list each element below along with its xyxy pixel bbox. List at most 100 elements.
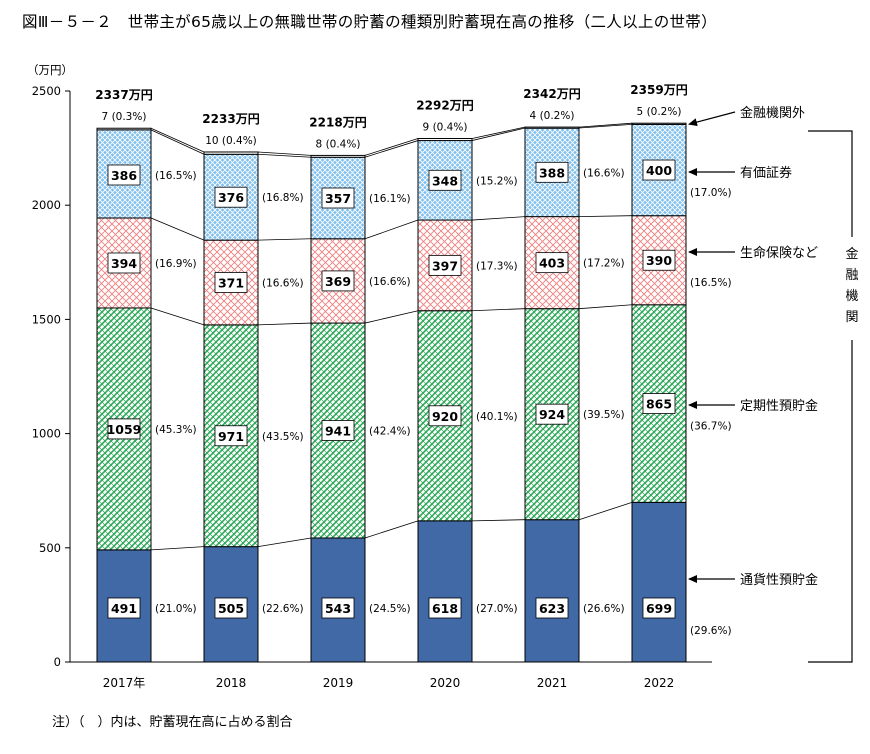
connector-line <box>364 310 419 324</box>
value-label: 865 <box>646 397 672 412</box>
legend-label: 定期性預貯金 <box>740 398 818 414</box>
share-label: (16.5%) <box>155 170 197 182</box>
value-label: 403 <box>539 256 565 271</box>
value-label: 376 <box>218 190 244 205</box>
connector-line <box>471 519 526 522</box>
connector-lines <box>150 122 633 551</box>
chart-title: 図Ⅲ－５－２ 世帯主が65歳以上の無職世帯の貯蓄の種類別貯蓄現在高の推移（二人以… <box>22 13 717 31</box>
bracket-label-char: 機 <box>845 289 858 304</box>
share-label: (17.2%) <box>583 258 625 270</box>
share-label: (43.5%) <box>262 431 304 443</box>
x-tick-label: 2017年 <box>103 676 146 690</box>
share-label: (45.3%) <box>155 424 197 436</box>
share-label: (40.1%) <box>476 411 518 423</box>
connector-line <box>150 217 205 241</box>
connector-line <box>150 129 205 155</box>
value-label: 369 <box>325 274 351 289</box>
y-tick-label: 2500 <box>32 84 61 98</box>
connector-line <box>471 216 526 221</box>
bar-segment <box>524 519 580 663</box>
value-label-box <box>214 272 248 293</box>
x-tick-label: 2022 <box>644 676 675 690</box>
y-axis-title: （万円） <box>27 63 73 77</box>
value-label: 491 <box>111 601 137 616</box>
value-label-box <box>214 425 248 447</box>
value-label-box <box>107 418 141 440</box>
connector-line <box>257 153 312 158</box>
bar-segment <box>417 520 473 663</box>
value-label: 357 <box>325 191 351 206</box>
outside-label: 9 (0.4%) <box>423 122 468 134</box>
value-label-box <box>321 270 355 292</box>
value-label: 371 <box>218 276 244 291</box>
x-tick-label: 2018 <box>216 676 247 690</box>
connector-line <box>578 215 633 218</box>
share-label: (36.7%) <box>690 421 732 433</box>
value-label: 400 <box>646 163 672 178</box>
legend-label: 有価証券 <box>740 165 792 181</box>
value-label-box <box>214 186 248 208</box>
value-label: 699 <box>646 601 672 616</box>
value-label-box <box>428 169 462 191</box>
total-label: 2342万円 <box>523 87 580 101</box>
share-label: (27.0%) <box>476 603 518 615</box>
value-label: 348 <box>432 173 458 188</box>
share-label: (24.5%) <box>369 603 411 615</box>
bracket-label-char: 関 <box>845 310 858 325</box>
connector-line <box>471 308 526 312</box>
outside-label: 7 (0.3%) <box>102 111 147 123</box>
total-label: 2292万円 <box>416 99 473 113</box>
value-label-box <box>535 597 569 619</box>
value-label-box <box>107 597 141 619</box>
total-label: 2218万円 <box>309 115 366 129</box>
y-tick-label: 1500 <box>32 312 61 326</box>
share-label: (17.0%) <box>690 187 732 199</box>
y-tick-label: 1000 <box>32 427 61 441</box>
value-label-box <box>107 164 141 186</box>
value-label-box <box>321 597 355 619</box>
value-label-box <box>642 249 676 271</box>
connector-line <box>578 501 633 521</box>
share-label: (16.6%) <box>583 167 625 179</box>
chart-note: 注）（ ）内は、貯蓄現在高に占める割合 <box>52 715 293 730</box>
share-label: (16.1%) <box>369 193 411 205</box>
connector-line <box>257 238 312 241</box>
bar-segment <box>417 138 473 142</box>
value-label: 623 <box>539 601 565 616</box>
x-tick-label: 2021 <box>537 676 568 690</box>
bar-segment <box>203 151 259 155</box>
value-label-box <box>535 403 569 425</box>
value-label: 397 <box>432 258 458 273</box>
share-label: (16.8%) <box>262 192 304 204</box>
bar-segment <box>417 140 473 221</box>
value-label-box <box>642 597 676 619</box>
value-label: 971 <box>218 429 244 444</box>
outside-label: 10 (0.4%) <box>205 135 257 147</box>
connector-line <box>257 537 312 548</box>
x-tick-label: 2019 <box>323 676 354 690</box>
legend-label: 通貨性預貯金 <box>740 572 818 588</box>
y-tick-label: 0 <box>54 655 61 669</box>
value-label-box <box>535 252 569 274</box>
value-label: 394 <box>111 256 137 271</box>
value-label-box <box>535 161 569 183</box>
share-label: (22.6%) <box>262 603 304 615</box>
bar-segment <box>96 127 152 131</box>
outside-label: 8 (0.4%) <box>316 138 361 150</box>
legend-label: 生命保険など <box>740 245 818 261</box>
value-label-box <box>321 420 355 441</box>
connector-line <box>471 127 526 141</box>
share-label: (16.6%) <box>262 278 304 290</box>
outside-label: 4 (0.2%) <box>530 110 575 122</box>
share-label: (15.2%) <box>476 175 518 187</box>
value-label-box <box>214 597 248 619</box>
connector-line <box>364 140 419 158</box>
value-label: 618 <box>432 601 458 616</box>
value-label: 543 <box>325 601 351 616</box>
share-label: (39.5%) <box>583 409 625 421</box>
value-label-box <box>107 252 141 274</box>
value-label-box <box>428 405 462 427</box>
connector-line <box>578 122 633 128</box>
value-label: 505 <box>218 601 244 616</box>
